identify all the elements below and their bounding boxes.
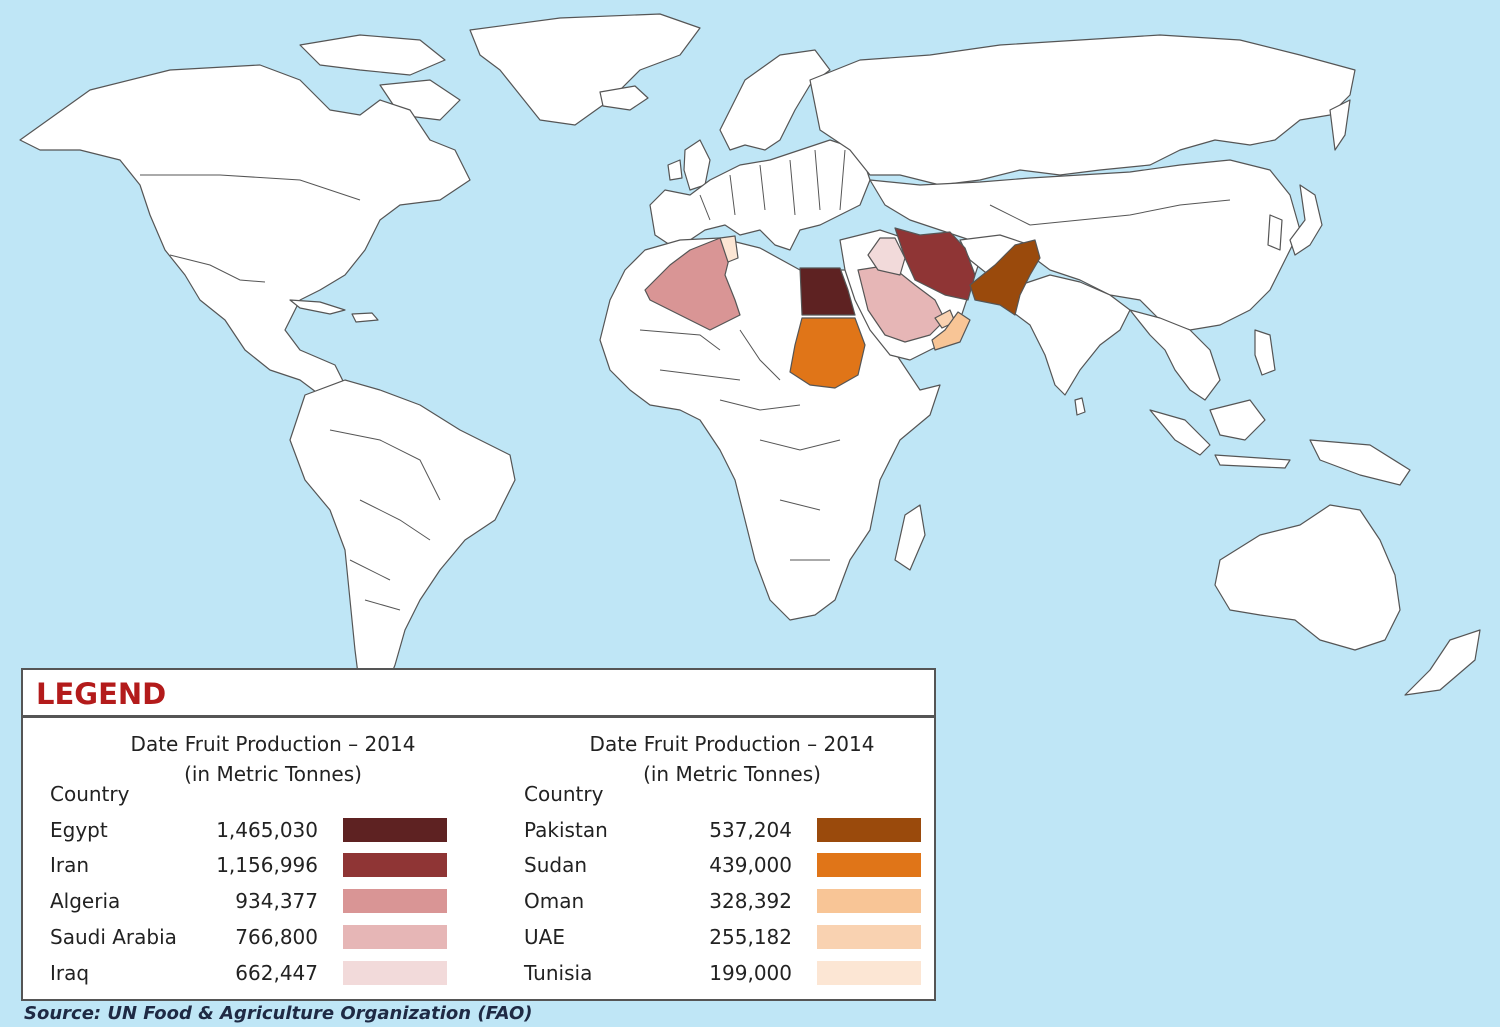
arctic-islands <box>299 34 446 76</box>
sudan-region <box>789 317 866 389</box>
tunisia-region <box>719 235 739 263</box>
indonesia-2 <box>1209 399 1266 441</box>
legend-heading-left: Date Fruit Production – 2014 <box>130 732 416 756</box>
india <box>1009 274 1131 396</box>
korea <box>1267 214 1283 251</box>
legend-swatch <box>343 925 447 949</box>
new-zealand <box>1404 629 1481 696</box>
legend-title: LEGEND <box>36 677 167 711</box>
source-note: Source: UN Food & Agriculture Organizati… <box>24 1003 533 1024</box>
legend-country: Oman <box>524 889 585 913</box>
legend-swatch <box>343 818 447 842</box>
legend-column-right: Date Fruit Production – 2014 (in Metric … <box>497 720 937 1000</box>
legend-swatch <box>343 961 447 985</box>
iraq-region <box>867 237 906 276</box>
legend-value: 1,156,996 <box>216 853 318 877</box>
legend-country: Iraq <box>50 961 90 985</box>
legend-heading-right: Date Fruit Production – 2014 <box>589 732 875 756</box>
southeast-asia <box>1129 309 1221 401</box>
legend-row: Pakistan 537,204 <box>497 818 937 848</box>
legend-country: UAE <box>524 925 565 949</box>
legend-country: Sudan <box>524 853 587 877</box>
sri-lanka <box>1074 397 1086 416</box>
china-border <box>989 199 1231 226</box>
legend-subheading-right: (in Metric Tonnes) <box>643 762 821 786</box>
legend-swatch <box>817 889 921 913</box>
legend-value: 766,800 <box>235 925 318 949</box>
oman-region <box>931 311 971 351</box>
legend-value: 328,392 <box>709 889 792 913</box>
cuba <box>289 299 346 315</box>
indonesia-1 <box>1149 409 1211 456</box>
sa-borders <box>329 429 441 611</box>
japan <box>1289 184 1323 256</box>
legend-swatch <box>817 961 921 985</box>
legend-row: Algeria 934,377 <box>23 889 463 919</box>
europe-borders <box>699 149 846 221</box>
philippines <box>1254 329 1276 376</box>
legend-value: 199,000 <box>709 961 792 985</box>
legend-country: Saudi Arabia <box>50 925 177 949</box>
us-mexico-border <box>169 254 266 283</box>
legend-row: UAE 255,182 <box>497 925 937 955</box>
iceland <box>599 85 649 111</box>
new-guinea <box>1309 439 1411 486</box>
legend-value: 1,465,030 <box>216 818 318 842</box>
legend-row: Tunisia 199,000 <box>497 961 937 991</box>
legend-value: 934,377 <box>235 889 318 913</box>
legend-swatch <box>343 853 447 877</box>
legend-country: Algeria <box>50 889 121 913</box>
legend-value: 255,182 <box>709 925 792 949</box>
legend-country: Pakistan <box>524 818 608 842</box>
legend-country: Iran <box>50 853 90 877</box>
madagascar <box>894 504 926 571</box>
legend-row: Saudi Arabia 766,800 <box>23 925 463 955</box>
legend-country: Tunisia <box>524 961 593 985</box>
legend-country: Egypt <box>50 818 108 842</box>
legend-row: Sudan 439,000 <box>497 853 937 883</box>
australia <box>1214 504 1401 651</box>
ireland <box>667 159 683 181</box>
africa-borders <box>639 329 841 561</box>
legend-swatch <box>817 818 921 842</box>
legend-swatch <box>343 889 447 913</box>
pakistan-region <box>969 239 1041 316</box>
indonesia-3 <box>1214 454 1291 469</box>
south-america <box>289 379 516 701</box>
legend-value: 439,000 <box>709 853 792 877</box>
legend-value: 662,447 <box>235 961 318 985</box>
legend-box: LEGEND Date Fruit Production – 2014 (in … <box>21 668 936 1001</box>
legend-row: Egypt 1,465,030 <box>23 818 463 848</box>
europe <box>649 139 871 251</box>
legend-column-left: Date Fruit Production – 2014 (in Metric … <box>23 720 463 1000</box>
hispaniola <box>351 312 379 323</box>
legend-row: Iraq 662,447 <box>23 961 463 991</box>
north-america <box>19 64 471 396</box>
egypt-region <box>799 267 856 316</box>
legend-country-label-left: Country <box>50 782 130 806</box>
legend-row: Oman 328,392 <box>497 889 937 919</box>
legend-value: 537,204 <box>709 818 792 842</box>
legend-swatch <box>817 925 921 949</box>
legend-swatch <box>817 853 921 877</box>
russia <box>809 34 1356 186</box>
legend-header: LEGEND <box>23 670 934 718</box>
legend-subheading-left: (in Metric Tonnes) <box>184 762 362 786</box>
legend-country-label-right: Country <box>524 782 604 806</box>
us-canada-border <box>140 174 361 201</box>
algeria-region <box>644 237 741 331</box>
saudi-arabia-region <box>857 264 946 343</box>
legend-row: Iran 1,156,996 <box>23 853 463 883</box>
greenland <box>469 13 701 126</box>
kamchatka <box>1329 99 1351 151</box>
scandinavia <box>719 49 831 151</box>
